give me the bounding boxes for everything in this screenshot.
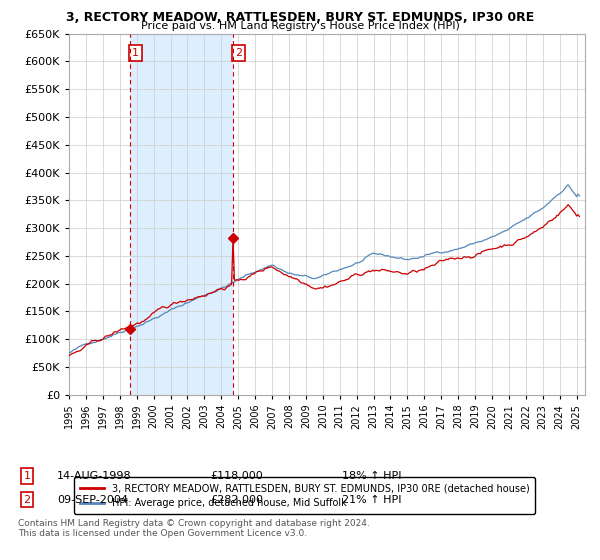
Text: £118,000: £118,000	[210, 471, 263, 481]
Text: Contains HM Land Registry data © Crown copyright and database right 2024.: Contains HM Land Registry data © Crown c…	[18, 519, 370, 528]
Text: 2: 2	[23, 494, 31, 505]
Text: 3, RECTORY MEADOW, RATTLESDEN, BURY ST. EDMUNDS, IP30 0RE: 3, RECTORY MEADOW, RATTLESDEN, BURY ST. …	[66, 11, 534, 24]
Text: 21% ↑ HPI: 21% ↑ HPI	[342, 494, 401, 505]
Text: This data is licensed under the Open Government Licence v3.0.: This data is licensed under the Open Gov…	[18, 529, 307, 538]
Text: 09-SEP-2004: 09-SEP-2004	[57, 494, 128, 505]
Bar	[130, 34, 233, 395]
Text: 14-AUG-1998: 14-AUG-1998	[57, 471, 131, 481]
Text: £282,000: £282,000	[210, 494, 263, 505]
Text: 18% ↑ HPI: 18% ↑ HPI	[342, 471, 401, 481]
Text: Price paid vs. HM Land Registry's House Price Index (HPI): Price paid vs. HM Land Registry's House …	[140, 21, 460, 31]
Text: 1: 1	[23, 471, 31, 481]
Text: 1: 1	[132, 48, 139, 58]
Legend: 3, RECTORY MEADOW, RATTLESDEN, BURY ST. EDMUNDS, IP30 0RE (detached house), HPI:: 3, RECTORY MEADOW, RATTLESDEN, BURY ST. …	[74, 477, 535, 514]
Text: 2: 2	[235, 48, 242, 58]
